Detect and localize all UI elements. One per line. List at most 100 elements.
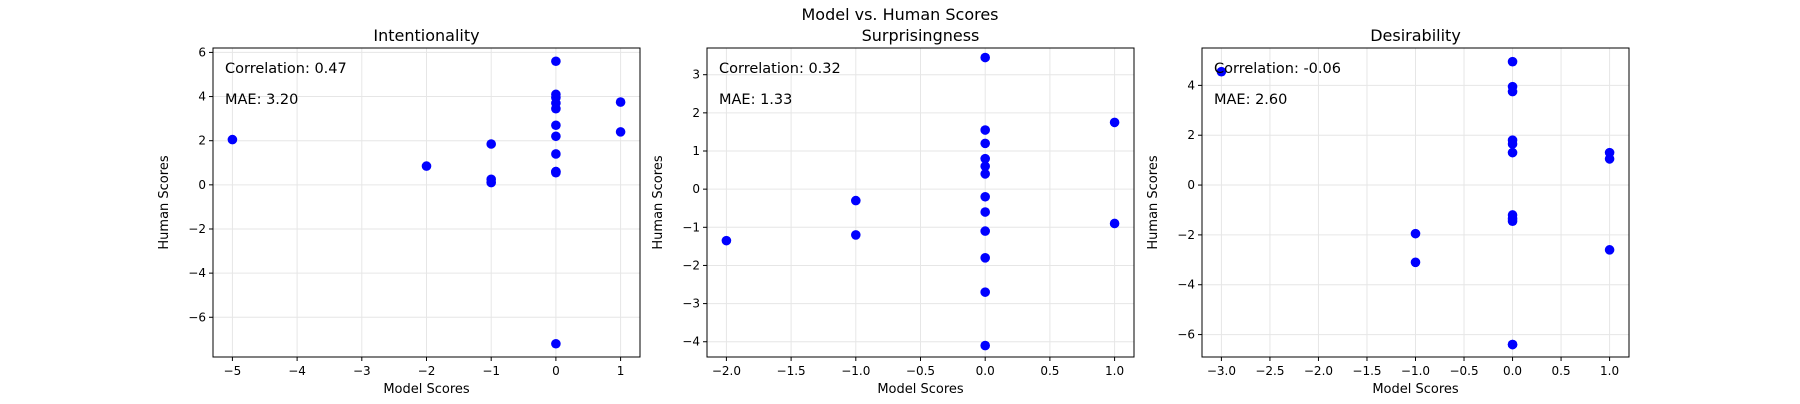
chart-title: Intentionality [373, 26, 479, 45]
data-point [486, 177, 496, 188]
data-point [1604, 154, 1615, 164]
x-tick-label: −4 [288, 364, 306, 378]
chart-title: Desirability [1370, 26, 1461, 45]
x-tick-label: −1.5 [1352, 364, 1381, 378]
x-tick-label: 0.5 [1552, 364, 1571, 378]
data-point [1410, 228, 1421, 239]
data-point [1507, 139, 1518, 149]
x-tick-label: −0.5 [1449, 364, 1478, 378]
data-point [615, 97, 626, 107]
y-tick-label: −2 [188, 222, 206, 236]
y-tick-label: −6 [1177, 328, 1195, 342]
data-point [551, 338, 561, 349]
data-point [1109, 117, 1120, 128]
x-tick-label: 0 [552, 364, 560, 378]
data-point [227, 134, 238, 145]
y-tick-label: 4 [1187, 78, 1195, 92]
x-axis-label: Model Scores [383, 382, 470, 397]
y-tick-label: −2 [682, 258, 700, 272]
data-point [980, 191, 990, 202]
data-point [980, 226, 990, 236]
data-point [851, 230, 861, 240]
y-tick-label: 6 [198, 45, 206, 59]
data-point [980, 169, 990, 179]
x-tick-label: −2 [418, 364, 436, 378]
y-tick-label: −4 [188, 266, 206, 280]
x-tick-label: −1 [482, 364, 500, 378]
data-point [551, 120, 561, 131]
data-point [551, 131, 561, 142]
x-tick-label: −2.0 [712, 364, 741, 378]
correlation-annotation: Correlation: -0.06 [1214, 61, 1341, 77]
x-tick-label: 0.5 [1040, 364, 1059, 378]
data-point [980, 287, 990, 297]
data-point [980, 125, 990, 135]
y-tick-label: 0 [692, 182, 700, 196]
data-point [1507, 216, 1518, 226]
data-point [1109, 218, 1120, 229]
chart-title: Surprisingness [862, 26, 980, 45]
data-point [980, 52, 990, 63]
mae-annotation: MAE: 2.60 [1214, 92, 1287, 108]
y-tick-label: −3 [682, 297, 700, 311]
y-tick-label: 1 [692, 144, 700, 158]
data-point [551, 149, 561, 159]
x-tick-label: −3.0 [1207, 364, 1236, 378]
data-point [1507, 339, 1518, 350]
x-tick-label: −5 [224, 364, 242, 378]
y-tick-label: 0 [198, 178, 206, 192]
data-point [980, 340, 990, 351]
y-tick-label: 0 [1187, 178, 1195, 192]
x-axis-label: Model Scores [877, 382, 964, 397]
data-point [980, 253, 990, 263]
data-point [1604, 245, 1615, 255]
x-tick-label: −1.5 [777, 364, 806, 378]
data-point [1507, 86, 1518, 97]
y-tick-label: 2 [692, 106, 700, 120]
y-tick-label: −4 [1177, 278, 1195, 292]
y-tick-label: −2 [1177, 228, 1195, 242]
data-point [851, 195, 861, 206]
x-tick-label: 1.0 [1600, 364, 1619, 378]
correlation-annotation: Correlation: 0.32 [719, 61, 841, 77]
data-point [1507, 147, 1518, 158]
y-tick-label: 4 [198, 90, 206, 104]
x-tick-label: −3 [353, 364, 371, 378]
y-tick-label: −1 [682, 220, 700, 234]
data-point [486, 139, 496, 149]
chart-panel-1: −5 −4 −3 −2 −1 0 1 −6 −4 −2 0 2 4 6 Intentionality Mode… [157, 26, 641, 397]
data-point [615, 127, 626, 137]
mae-annotation: MAE: 1.33 [719, 92, 792, 108]
y-tick-label: −6 [188, 310, 206, 324]
data-point [551, 56, 561, 67]
x-tick-label: −1.0 [841, 364, 870, 378]
x-tick-label: 1.0 [1105, 364, 1124, 378]
chart-panel-3: −3.0 −2.5 −2.0 −1.5 −1.0 −0.5 0.0 0.5 1.0 −6 −4 −2 0… [1146, 26, 1630, 397]
mae-annotation: MAE: 3.20 [225, 92, 298, 108]
figure-suptitle: Model vs. Human Scores [801, 5, 999, 24]
data-point [1507, 56, 1518, 67]
data-point [1410, 257, 1421, 268]
x-tick-label: −2.5 [1255, 364, 1284, 378]
x-tick-label: 0.0 [976, 364, 995, 378]
y-axis-label: Human Scores [157, 155, 172, 249]
x-tick-label: −2.0 [1304, 364, 1333, 378]
y-tick-label: 2 [1187, 128, 1195, 142]
y-tick-label: 3 [692, 68, 700, 82]
x-axis-label: Model Scores [1372, 382, 1459, 397]
y-axis-label: Human Scores [651, 155, 666, 249]
data-point [980, 138, 990, 149]
y-tick-label: 2 [198, 134, 206, 148]
y-tick-label: −4 [682, 335, 700, 349]
x-tick-label: 1 [617, 364, 625, 378]
y-axis-label: Human Scores [1146, 155, 1161, 249]
data-point [980, 153, 990, 164]
data-point [551, 103, 561, 114]
x-tick-label: −0.5 [906, 364, 935, 378]
data-point [551, 166, 561, 177]
data-point [421, 161, 432, 171]
chart-panel-2: −2.0 −1.5 −1.0 −0.5 0.0 0.5 1.0 −4 −3 −2 −1 0 1 2 3 Sur… [651, 26, 1135, 397]
data-point [721, 235, 732, 246]
